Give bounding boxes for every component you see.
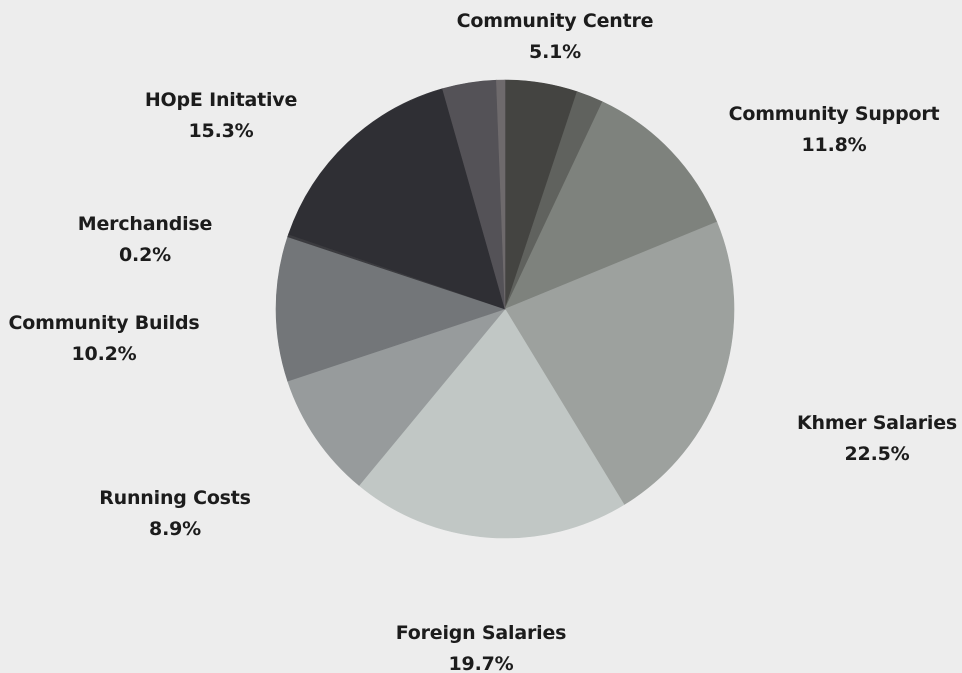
pie-slice-foreign-salaries: [358, 308, 625, 539]
label-running-costs: Running Costs 8.9%: [99, 483, 251, 545]
label-khmer-salaries-value: 22.5%: [844, 443, 910, 465]
label-running-costs-name: Running Costs: [99, 487, 251, 509]
pie-slice-unlabeled-10: [496, 79, 506, 310]
pie-slice-community-support: [504, 101, 718, 310]
label-running-costs-value: 8.9%: [149, 518, 201, 540]
label-community-centre: Community Centre 5.1%: [457, 6, 654, 68]
label-community-builds-value: 10.2%: [71, 343, 137, 365]
label-merchandise-value: 0.2%: [119, 244, 171, 266]
label-hope-initative: HOpE Initative 15.3%: [144, 85, 298, 147]
label-merchandise: Merchandise 0.2%: [77, 209, 213, 271]
label-community-builds: Community Builds 10.2%: [9, 308, 200, 370]
label-foreign-salaries: Foreign Salaries 19.7%: [396, 618, 567, 673]
label-foreign-salaries-value: 19.7%: [448, 653, 514, 673]
pie-slice-hope-initative: [288, 88, 506, 310]
label-community-support-value: 11.8%: [801, 134, 867, 156]
label-community-support: Community Support 11.8%: [729, 99, 940, 161]
label-community-centre-name: Community Centre: [456, 10, 654, 32]
label-community-centre-value: 5.1%: [529, 41, 581, 63]
label-merchandise-name: Merchandise: [77, 213, 213, 235]
label-foreign-salaries-name: Foreign Salaries: [395, 622, 567, 644]
pie-slice-khmer-salaries: [504, 221, 735, 506]
pie-slice-community-builds: [275, 236, 506, 382]
label-hope-initative-name: HOpE Initative: [144, 89, 298, 111]
pie-slice-running-costs: [287, 308, 506, 486]
label-community-support-name: Community Support: [728, 103, 940, 125]
label-khmer-salaries-name: Khmer Salaries: [796, 412, 958, 434]
label-community-builds-name: Community Builds: [8, 312, 200, 334]
label-hope-initative-value: 15.3%: [188, 120, 254, 142]
label-khmer-salaries: Khmer Salaries 22.5%: [797, 408, 957, 470]
